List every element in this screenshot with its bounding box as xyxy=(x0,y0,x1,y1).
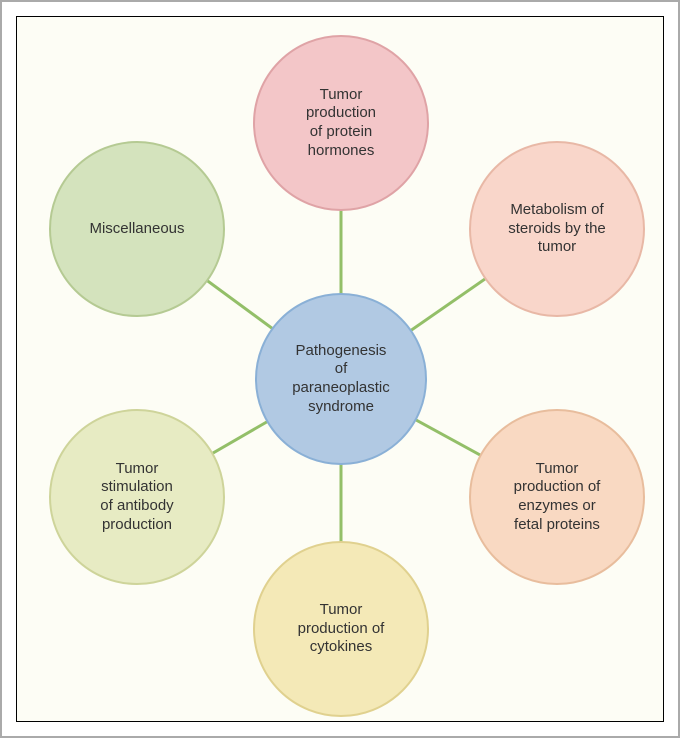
outer-node-5-label: Miscellaneous xyxy=(79,220,194,239)
center-node-label: Pathogenesisofparaneoplasticsyndrome xyxy=(282,342,400,417)
outer-node-2: Tumorproduction ofenzymes orfetal protei… xyxy=(469,409,645,585)
outer-node-5: Miscellaneous xyxy=(49,141,225,317)
outer-node-0: Tumorproductionof proteinhormones xyxy=(253,35,429,211)
outer-node-0-label: Tumorproductionof proteinhormones xyxy=(296,86,386,161)
outer-node-4-label: Tumorstimulationof antibodyproduction xyxy=(90,460,183,535)
inner-frame: Tumorproductionof proteinhormones Metabol… xyxy=(16,16,664,722)
outer-node-1-label: Metabolism ofsteroids by thetumor xyxy=(498,201,616,257)
center-node: Pathogenesisofparaneoplasticsyndrome xyxy=(255,293,427,465)
outer-node-2-label: Tumorproduction ofenzymes orfetal protei… xyxy=(504,460,611,535)
outer-node-3-label: Tumorproduction ofcytokines xyxy=(288,601,395,657)
outer-frame: Tumorproductionof proteinhormones Metabol… xyxy=(0,0,680,738)
outer-node-3: Tumorproduction ofcytokines xyxy=(253,541,429,717)
outer-node-4: Tumorstimulationof antibodyproduction xyxy=(49,409,225,585)
outer-node-1: Metabolism ofsteroids by thetumor xyxy=(469,141,645,317)
